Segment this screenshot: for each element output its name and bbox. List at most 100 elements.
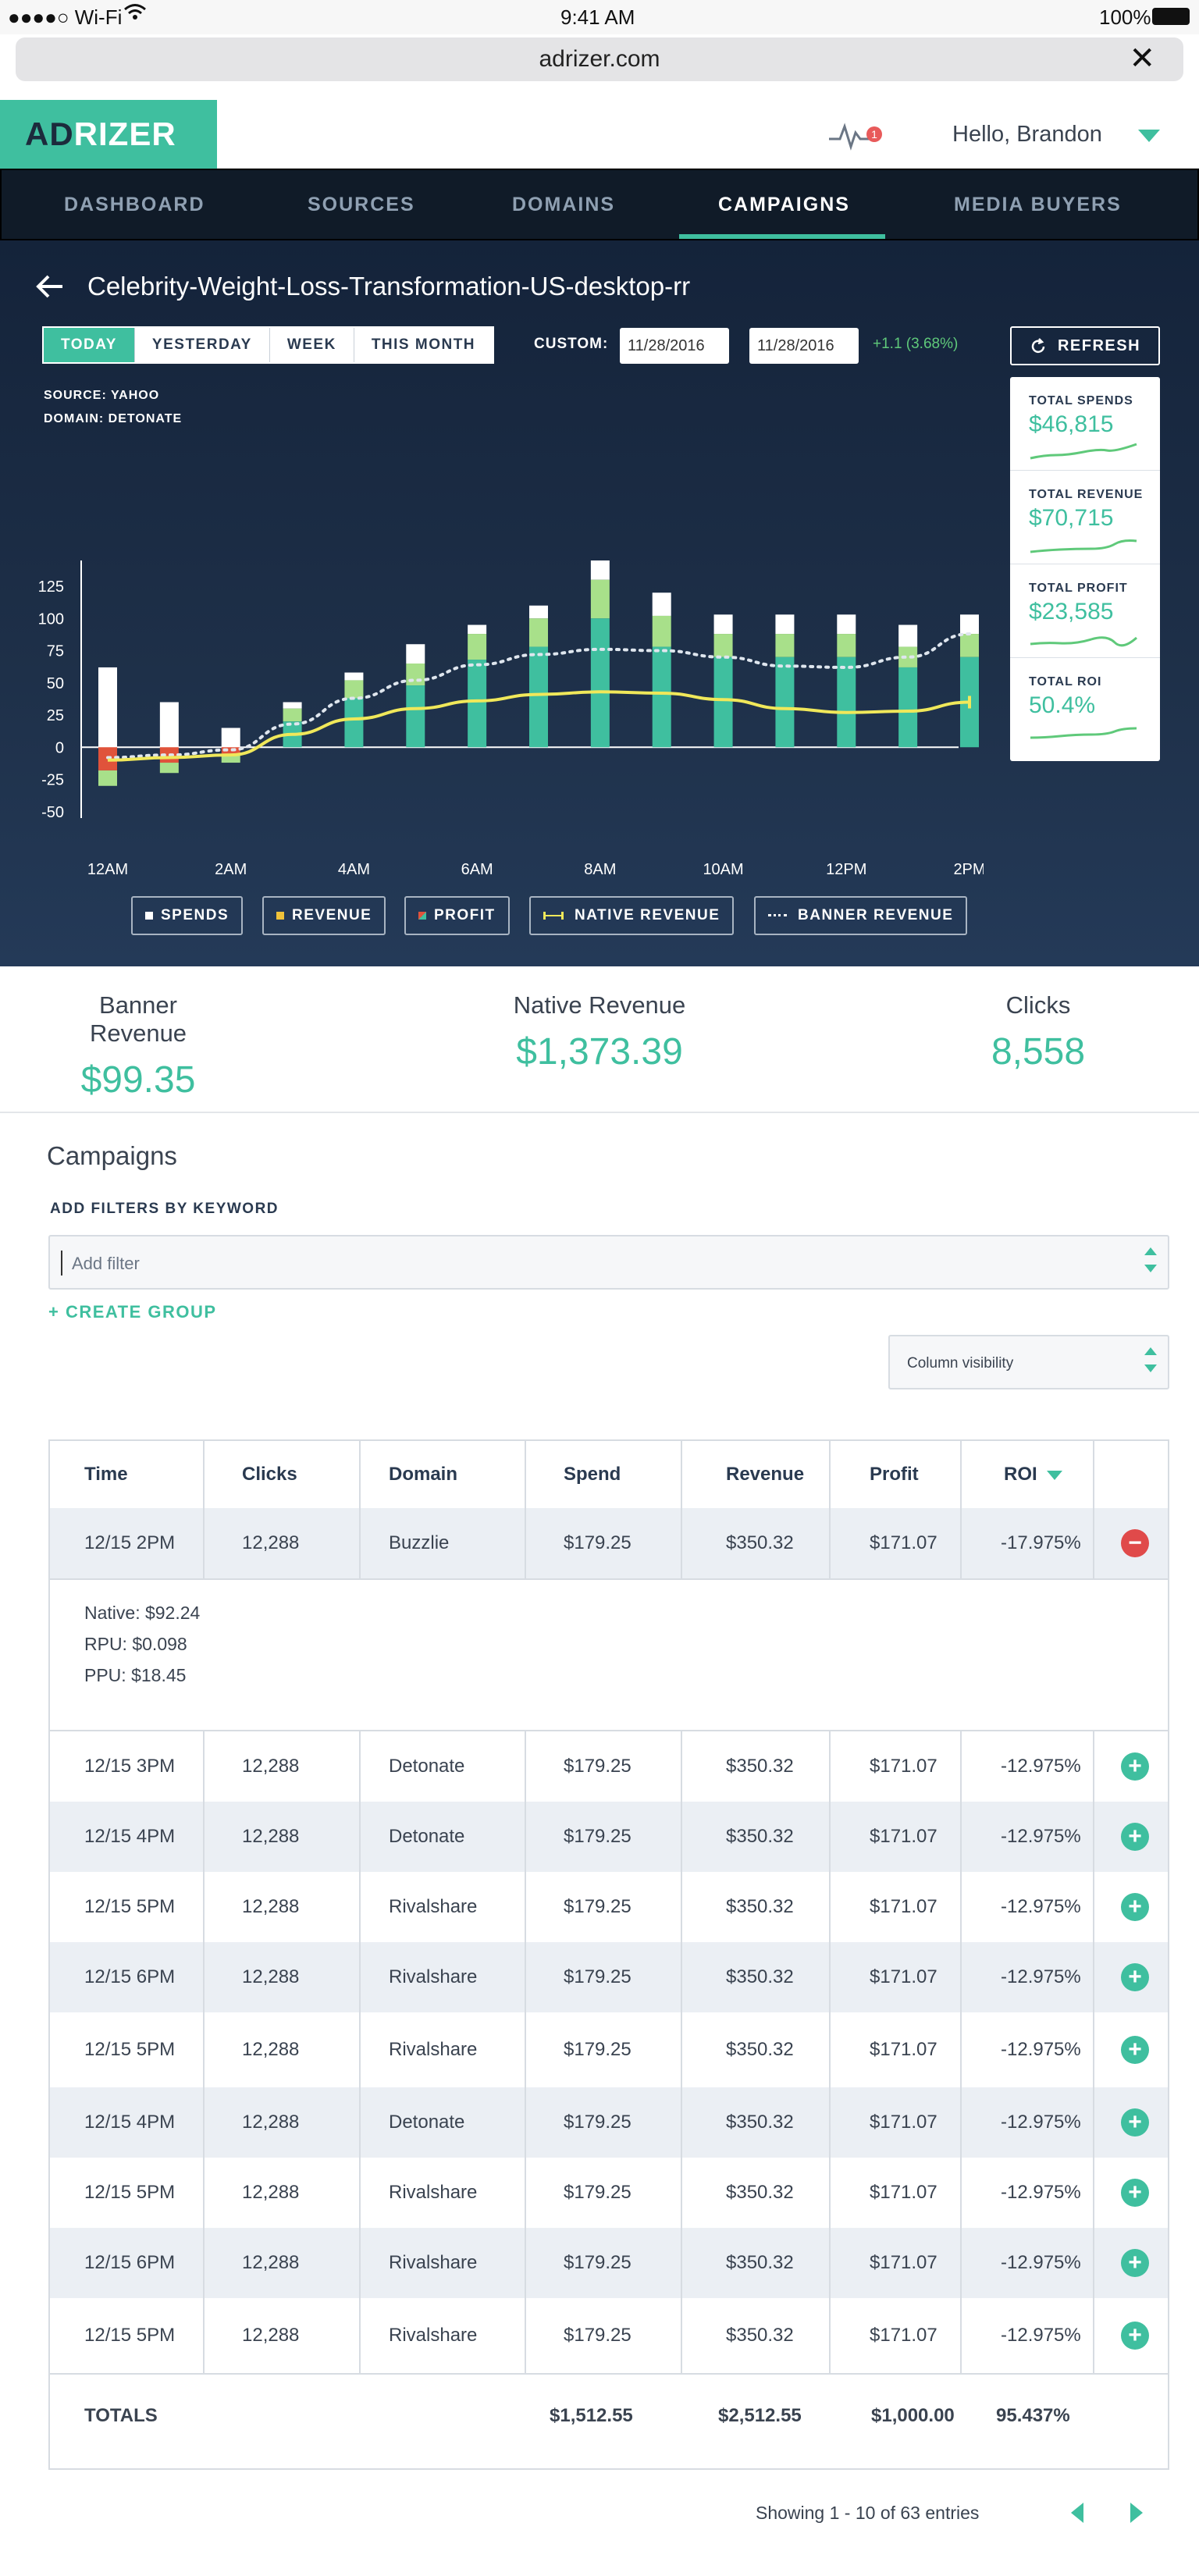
date-from-input[interactable]: 11/28/2016: [620, 328, 729, 364]
table-row[interactable]: 12/15 5PM 12,288 Rivalshare $179.25 $350.32 $…: [50, 2012, 1168, 2087]
cell-revenue: $350.32: [726, 1966, 794, 1987]
column-divider: [960, 1730, 962, 2373]
x-tick-label: 4AM: [338, 861, 370, 878]
col-domain[interactable]: Domain: [389, 1464, 458, 1485]
column-divider: [359, 1441, 361, 1578]
tab-week[interactable]: WEEK: [269, 328, 354, 362]
address-bar[interactable]: adrizer.com ✕: [16, 37, 1183, 81]
expand-row-icon[interactable]: +: [1121, 2249, 1149, 2277]
cell-revenue: $350.32: [726, 2039, 794, 2060]
stat-value: 8,558: [991, 1031, 1086, 1073]
expand-row-icon[interactable]: +: [1121, 2036, 1149, 2064]
col-time[interactable]: Time: [84, 1464, 128, 1485]
prev-page-icon[interactable]: [1071, 2503, 1083, 2523]
domain-label: DOMAIN: DETONATE: [44, 412, 183, 425]
col-roi[interactable]: ROI: [1004, 1441, 1062, 1511]
cell-revenue: $350.32: [726, 1896, 794, 1917]
table-row[interactable]: 12/15 3PM 12,288 Detonate $179.25 $350.32 $17…: [50, 1731, 1168, 1802]
clock: 9:41 AM: [560, 5, 635, 29]
expand-row-icon[interactable]: +: [1121, 1752, 1149, 1781]
col-revenue[interactable]: Revenue: [726, 1464, 805, 1485]
expand-row-icon[interactable]: +: [1121, 1893, 1149, 1921]
col-spend[interactable]: Spend: [564, 1464, 621, 1485]
chevron-up-icon: [1144, 1247, 1157, 1255]
table-row[interactable]: 12/15 5PM 12,288 Rivalshare $179.25 $350.32 $…: [50, 2298, 1168, 2373]
bar-profit: [529, 646, 548, 748]
table-row[interactable]: 12/15 5PM 12,288 Rivalshare $179.25 $350.32 $…: [50, 1872, 1168, 1942]
table-row[interactable]: 12/15 4PM 12,288 Detonate $179.25 $350.32 $17…: [50, 2087, 1168, 2158]
table-row[interactable]: 12/15 4PM 12,288 Detonate $179.25 $350.32 $17…: [50, 1802, 1168, 1872]
bar-revenue: [406, 664, 425, 686]
expand-row-icon[interactable]: +: [1121, 1963, 1149, 1991]
column-visibility-select[interactable]: Column visibility: [888, 1335, 1169, 1389]
activity-icon[interactable]: 1: [827, 117, 882, 151]
chevron-down-icon: [1144, 1265, 1157, 1272]
url-text: adrizer.com: [539, 46, 660, 72]
user-greeting[interactable]: Hello, Brandon: [952, 122, 1102, 147]
nav-sources[interactable]: SOURCES: [308, 194, 415, 215]
table-row[interactable]: 12/15 5PM 12,288 Rivalshare $179.25 $350.32 $…: [50, 2158, 1168, 2228]
change-indicator: +1.1 (3.68%): [873, 336, 959, 352]
nav-campaigns[interactable]: CAMPAIGNS: [718, 194, 850, 215]
next-page-icon[interactable]: [1130, 2503, 1143, 2523]
stat-clicks: Clicks 8,558: [963, 991, 1113, 1073]
col-profit[interactable]: Profit: [870, 1464, 919, 1485]
cell-profit: $171.07: [870, 1896, 937, 1917]
collapse-row-icon[interactable]: −: [1121, 1529, 1149, 1557]
legend-spends[interactable]: SPENDS: [131, 896, 244, 935]
legend-swatch: [543, 912, 564, 920]
logo[interactable]: ADRIZER: [0, 100, 217, 169]
cell-revenue: $350.32: [726, 1826, 794, 1847]
table-row[interactable]: 12/15 6PM 12,288 Rivalshare $179.25 $350.32 $…: [50, 2228, 1168, 2298]
cell-roi: -17.975%: [1001, 1532, 1081, 1553]
bar-spends: [960, 614, 979, 635]
close-icon[interactable]: ✕: [1129, 41, 1155, 76]
cell-domain: Rivalshare: [389, 1966, 478, 1987]
tab-this-month[interactable]: THIS MONTH: [354, 328, 493, 362]
series-banner-revenue-line: [106, 632, 971, 760]
create-group-link[interactable]: + CREATE GROUP: [48, 1302, 217, 1322]
filter-input[interactable]: Add filter: [48, 1235, 1169, 1290]
cell-roi: -12.975%: [1001, 2112, 1081, 2133]
cell-clicks: 12,288: [242, 1826, 300, 1847]
chevron-down-icon[interactable]: [1138, 130, 1160, 142]
date-to-input[interactable]: 11/28/2016: [749, 328, 859, 364]
bar-spends: [406, 644, 425, 664]
tab-today[interactable]: TODAY: [44, 328, 135, 362]
column-divider: [525, 1441, 526, 1578]
bar-spends: [652, 592, 671, 616]
expand-row-icon[interactable]: +: [1121, 2322, 1149, 2350]
sparkline-icon: [1030, 539, 1137, 553]
bar-profit: [344, 698, 364, 748]
total-spend: $1,512.55: [550, 2405, 633, 2426]
refresh-button[interactable]: REFRESH: [1010, 326, 1160, 365]
bar-profit: [898, 667, 918, 748]
legend-revenue[interactable]: REVENUE: [262, 896, 386, 935]
back-arrow-icon[interactable]: [34, 273, 66, 300]
cell-profit: $171.07: [870, 2252, 937, 2273]
expand-row-icon[interactable]: +: [1121, 2108, 1149, 2137]
total-profit: $1,000.00: [871, 2405, 955, 2426]
cell-time: 12/15 5PM: [84, 2325, 176, 2346]
expand-row-icon[interactable]: +: [1121, 1823, 1149, 1851]
row-details: Native: $92.24 RPU: $0.098 PPU: $18.45: [84, 1597, 200, 1691]
cell-revenue: $350.32: [726, 2182, 794, 2203]
legend-native-revenue[interactable]: NATIVE REVENUE: [529, 896, 735, 935]
legend-banner-revenue[interactable]: BANNER REVENUE: [754, 896, 968, 935]
nav-domains[interactable]: DOMAINS: [512, 194, 616, 215]
y-tick-label: -50: [41, 804, 64, 821]
bar-spends: [529, 605, 548, 619]
bar-revenue: [652, 615, 671, 647]
kpi-label: TOTAL ROI: [1029, 675, 1102, 688]
nav-media-buyers[interactable]: MEDIA BUYERS: [954, 194, 1122, 215]
table-row[interactable]: 12/15 2PM 12,288 Buzzlie $179.25 $350.32 $171…: [50, 1508, 1168, 1578]
kpi-label: TOTAL SPENDS: [1029, 394, 1133, 407]
nav-dashboard[interactable]: DASHBOARD: [64, 194, 205, 215]
expand-row-icon[interactable]: +: [1121, 2179, 1149, 2207]
tab-yesterday[interactable]: YESTERDAY: [134, 328, 270, 362]
legend-profit[interactable]: PROFIT: [404, 896, 510, 935]
table-row[interactable]: 12/15 6PM 12,288 Rivalshare $179.25 $350.32 $…: [50, 1942, 1168, 2012]
legend-swatch: [276, 912, 284, 920]
col-clicks[interactable]: Clicks: [242, 1464, 297, 1485]
bar-spends: [713, 614, 733, 635]
